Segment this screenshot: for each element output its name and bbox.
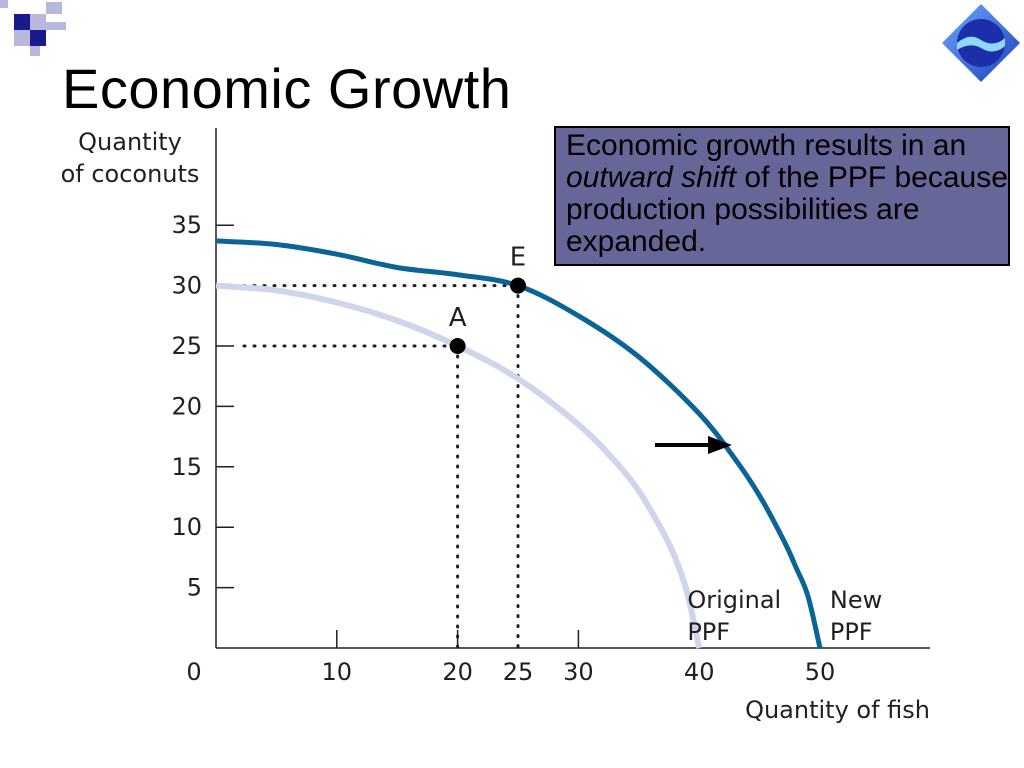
x-axis-label: Quantity of fish xyxy=(745,696,930,724)
x-tick-label-50: 50 xyxy=(805,658,836,686)
point-a-marker xyxy=(449,338,466,354)
y-tick-label-5: 5 xyxy=(187,574,202,602)
x-tick-label-25: 25 xyxy=(503,658,534,686)
x-tick-label-10: 10 xyxy=(322,658,353,686)
y-tick-label-30: 30 xyxy=(171,272,202,300)
y-tick-label-15: 15 xyxy=(171,453,202,481)
original-ppf-label-line-1: Original xyxy=(687,586,781,614)
y-axis-label-line-1: Quantity xyxy=(78,128,182,156)
callout-text-part-2: of the PPF because production possibilit… xyxy=(566,161,1008,258)
globe-diamond-logo-icon xyxy=(942,4,1020,82)
axes xyxy=(215,128,930,649)
shift-arrow-icon xyxy=(655,436,732,454)
new-ppf-curve xyxy=(215,238,823,649)
callout-text-part-1: Economic growth results in an xyxy=(566,129,967,162)
new-ppf-label-line-1: New xyxy=(830,586,882,614)
y-tick-label-35: 35 xyxy=(171,211,202,239)
y-tick-label-10: 10 xyxy=(171,513,202,541)
ppf-chart: 5 10 15 20 25 30 35 10 20 25 30 40 50 A E Quantity o… xyxy=(61,128,930,724)
point-e-label: E xyxy=(510,243,526,273)
original-ppf-curve xyxy=(215,282,703,649)
x-tick-label-20: 20 xyxy=(442,658,473,686)
original-ppf-label-line-2: PPF xyxy=(687,618,730,646)
x-tick-label-40: 40 xyxy=(684,658,715,686)
y-tick-label-20: 20 xyxy=(171,392,202,420)
new-ppf-label-line-2: PPF xyxy=(830,618,873,646)
y-tick-label-25: 25 xyxy=(171,332,202,360)
y-axis-label-line-2: of coconuts xyxy=(61,160,200,188)
point-e-marker xyxy=(510,277,526,294)
origin-label: 0 xyxy=(186,658,201,686)
x-tick-label-30: 30 xyxy=(563,658,594,686)
slide-title: Economic Growth xyxy=(62,57,512,120)
callout-box: Economic growth results in an outward sh… xyxy=(554,126,1010,266)
callout-emphasis: outward shift xyxy=(566,161,737,194)
point-a-label: A xyxy=(449,303,467,333)
corner-squares-icon xyxy=(0,0,66,56)
